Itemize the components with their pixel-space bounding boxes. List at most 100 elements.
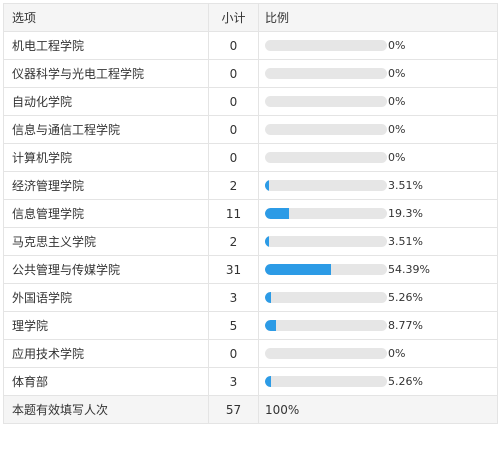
table-row: 外国语学院 3 5.26% — [3, 283, 498, 312]
option-count: 31 — [208, 255, 259, 284]
table-row: 马克思主义学院 2 3.51% — [3, 227, 498, 256]
ratio-bar-track — [265, 264, 387, 275]
option-label: 外国语学院 — [3, 283, 209, 312]
option-label: 经济管理学院 — [3, 171, 209, 200]
ratio-bar: 0% — [265, 123, 497, 136]
option-count: 0 — [208, 143, 259, 172]
option-count: 3 — [208, 367, 259, 396]
ratio-bar-fill — [265, 292, 272, 303]
option-ratio: 19.3% — [258, 199, 498, 228]
ratio-percent: 0% — [388, 123, 406, 136]
ratio-bar: 0% — [265, 95, 497, 108]
ratio-bar-track — [265, 236, 387, 247]
ratio-percent: 0% — [388, 95, 406, 108]
table-row: 理学院 5 8.77% — [3, 311, 498, 340]
ratio-percent: 54.39% — [388, 263, 430, 276]
option-label: 信息与通信工程学院 — [3, 115, 209, 144]
ratio-percent: 3.51% — [388, 235, 423, 248]
option-count: 5 — [208, 311, 259, 340]
ratio-percent: 19.3% — [388, 207, 423, 220]
ratio-bar: 5.26% — [265, 375, 497, 388]
option-ratio: 0% — [258, 31, 498, 60]
ratio-bar: 54.39% — [265, 263, 497, 276]
ratio-bar-track — [265, 152, 387, 163]
option-ratio: 5.26% — [258, 367, 498, 396]
ratio-bar: 3.51% — [265, 179, 497, 192]
option-ratio: 0% — [258, 115, 498, 144]
ratio-bar-fill — [265, 264, 332, 275]
footer-count: 57 — [208, 395, 259, 424]
header-count: 小计 — [208, 3, 259, 32]
option-label: 马克思主义学院 — [3, 227, 209, 256]
table-row: 经济管理学院 2 3.51% — [3, 171, 498, 200]
ratio-percent: 5.26% — [388, 291, 423, 304]
option-label: 应用技术学院 — [3, 339, 209, 368]
ratio-bar-fill — [265, 180, 270, 191]
ratio-bar: 8.77% — [265, 319, 497, 332]
option-label: 自动化学院 — [3, 87, 209, 116]
option-count: 2 — [208, 171, 259, 200]
option-count: 2 — [208, 227, 259, 256]
table-row: 自动化学院 0 0% — [3, 87, 498, 116]
ratio-bar-track — [265, 68, 387, 79]
header-ratio: 比例 — [258, 3, 498, 32]
ratio-bar: 3.51% — [265, 235, 497, 248]
option-ratio: 0% — [258, 87, 498, 116]
option-count: 11 — [208, 199, 259, 228]
option-ratio: 0% — [258, 59, 498, 88]
option-count: 0 — [208, 59, 259, 88]
ratio-bar-fill — [265, 236, 270, 247]
table-row: 应用技术学院 0 0% — [3, 339, 498, 368]
ratio-percent: 8.77% — [388, 319, 423, 332]
ratio-bar-track — [265, 348, 387, 359]
table-row: 机电工程学院 0 0% — [3, 31, 498, 60]
option-ratio: 54.39% — [258, 255, 498, 284]
ratio-percent: 0% — [388, 151, 406, 164]
ratio-bar: 0% — [265, 151, 497, 164]
option-label: 体育部 — [3, 367, 209, 396]
table-row: 仪器科学与光电工程学院 0 0% — [3, 59, 498, 88]
ratio-bar: 5.26% — [265, 291, 497, 304]
option-label: 计算机学院 — [3, 143, 209, 172]
option-label: 理学院 — [3, 311, 209, 340]
ratio-bar-track — [265, 376, 387, 387]
ratio-percent: 5.26% — [388, 375, 423, 388]
table-row: 计算机学院 0 0% — [3, 143, 498, 172]
option-label: 机电工程学院 — [3, 31, 209, 60]
table-footer-row: 本题有效填写人次 57 100% — [3, 395, 498, 424]
ratio-bar-fill — [265, 320, 276, 331]
table-header-row: 选项 小计 比例 — [3, 3, 498, 32]
ratio-percent: 3.51% — [388, 179, 423, 192]
table-row: 信息管理学院 11 19.3% — [3, 199, 498, 228]
ratio-bar-track — [265, 292, 387, 303]
ratio-bar: 0% — [265, 39, 497, 52]
table-row: 信息与通信工程学院 0 0% — [3, 115, 498, 144]
ratio-bar-track — [265, 320, 387, 331]
ratio-bar-track — [265, 40, 387, 51]
ratio-bar-track — [265, 180, 387, 191]
option-count: 0 — [208, 115, 259, 144]
header-option: 选项 — [3, 3, 209, 32]
ratio-bar: 19.3% — [265, 207, 497, 220]
option-ratio: 8.77% — [258, 311, 498, 340]
option-ratio: 5.26% — [258, 283, 498, 312]
option-count: 3 — [208, 283, 259, 312]
option-ratio: 0% — [258, 339, 498, 368]
footer-label: 本题有效填写人次 — [3, 395, 209, 424]
ratio-percent: 0% — [388, 347, 406, 360]
option-ratio: 3.51% — [258, 171, 498, 200]
ratio-bar-track — [265, 124, 387, 135]
option-count: 0 — [208, 339, 259, 368]
table-row: 体育部 3 5.26% — [3, 367, 498, 396]
option-ratio: 3.51% — [258, 227, 498, 256]
option-count: 0 — [208, 31, 259, 60]
table-row: 公共管理与传媒学院 31 54.39% — [3, 255, 498, 284]
ratio-bar: 0% — [265, 67, 497, 80]
option-ratio: 0% — [258, 143, 498, 172]
ratio-bar-fill — [265, 208, 289, 219]
survey-result-table: 选项 小计 比例 机电工程学院 0 0% 仪器科学与光电工程学院 0 0% 自动化学院 0 0%… — [3, 3, 498, 424]
option-label: 信息管理学院 — [3, 199, 209, 228]
ratio-bar-track — [265, 96, 387, 107]
option-label: 公共管理与传媒学院 — [3, 255, 209, 284]
ratio-bar: 0% — [265, 347, 497, 360]
